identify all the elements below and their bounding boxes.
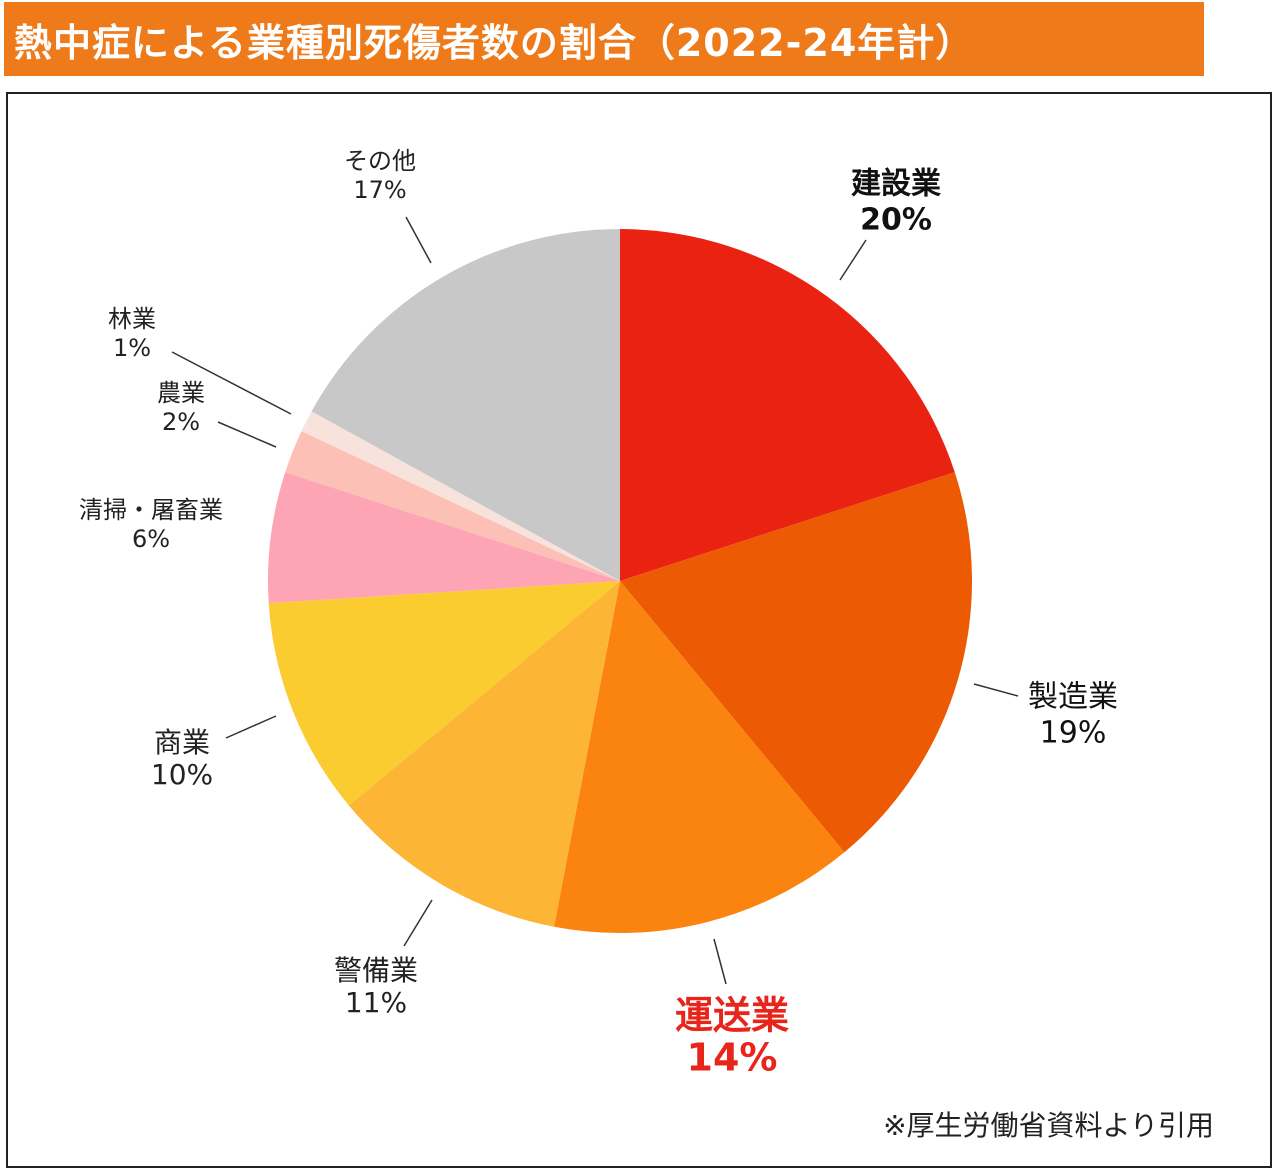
slice-label-value-9: 17% [353, 176, 406, 204]
pie-slices [267, 229, 972, 934]
pie-slice-1 [620, 229, 955, 581]
slice-label-name-7: 農業 [157, 379, 205, 407]
source-note: ※厚生労働省資料より引用 [883, 1109, 1214, 1142]
pie-slice-4 [348, 581, 620, 927]
pie-slice-2 [620, 472, 972, 853]
slice-label-name-5: 商業 [154, 726, 210, 759]
slice-label-value-8: 1% [113, 334, 151, 362]
slice-label-name-2: 製造業 [1028, 680, 1118, 715]
leader-line-2 [973, 683, 1019, 697]
leader-lines [171, 216, 1019, 985]
pie-slice-8 [301, 411, 620, 581]
pie-slice-5 [268, 581, 620, 806]
leader-line-9 [405, 216, 432, 264]
slice-label-value-1: 20% [860, 203, 932, 238]
slice-label-name-8: 林業 [108, 305, 156, 333]
slice-label-value-6: 6% [132, 525, 170, 553]
slice-label-name-1: 建設業 [851, 167, 941, 202]
slice-label-name-6: 清掃・屠畜業 [79, 496, 223, 524]
leader-line-5 [225, 715, 277, 739]
pie-slice-6 [267, 472, 620, 604]
leader-line-8 [171, 351, 292, 415]
pie-slice-9 [311, 229, 620, 581]
title-bar: 熱中症による業種別死傷者数の割合（2022-24年計） [4, 2, 1204, 76]
leader-line-1 [839, 239, 867, 281]
slice-label-value-4: 11% [345, 986, 407, 1019]
slice-label-name-9: その他 [344, 147, 416, 175]
slice-label-value-7: 2% [162, 408, 200, 436]
slice-label-value-3: 14% [687, 1035, 778, 1079]
leader-line-3 [713, 938, 727, 985]
slice-label-name-4: 警備業 [334, 954, 418, 987]
slice-label-value-5: 10% [151, 758, 213, 791]
leader-line-7 [217, 421, 277, 448]
slice-label-name-3: 運送業 [675, 993, 789, 1037]
leader-line-4 [403, 899, 433, 947]
chart-frame: 建設業 20% 製造業 19% 運送業 14% 警備業 11% 商業 10% 清掃・屠畜業 6% 農業 2… [6, 92, 1272, 1168]
pie-slice-3 [554, 581, 845, 934]
slice-label-value-2: 19% [1040, 716, 1107, 751]
pie-slice-7 [285, 431, 620, 581]
chart-title: 熱中症による業種別死傷者数の割合（2022-24年計） [14, 20, 975, 65]
